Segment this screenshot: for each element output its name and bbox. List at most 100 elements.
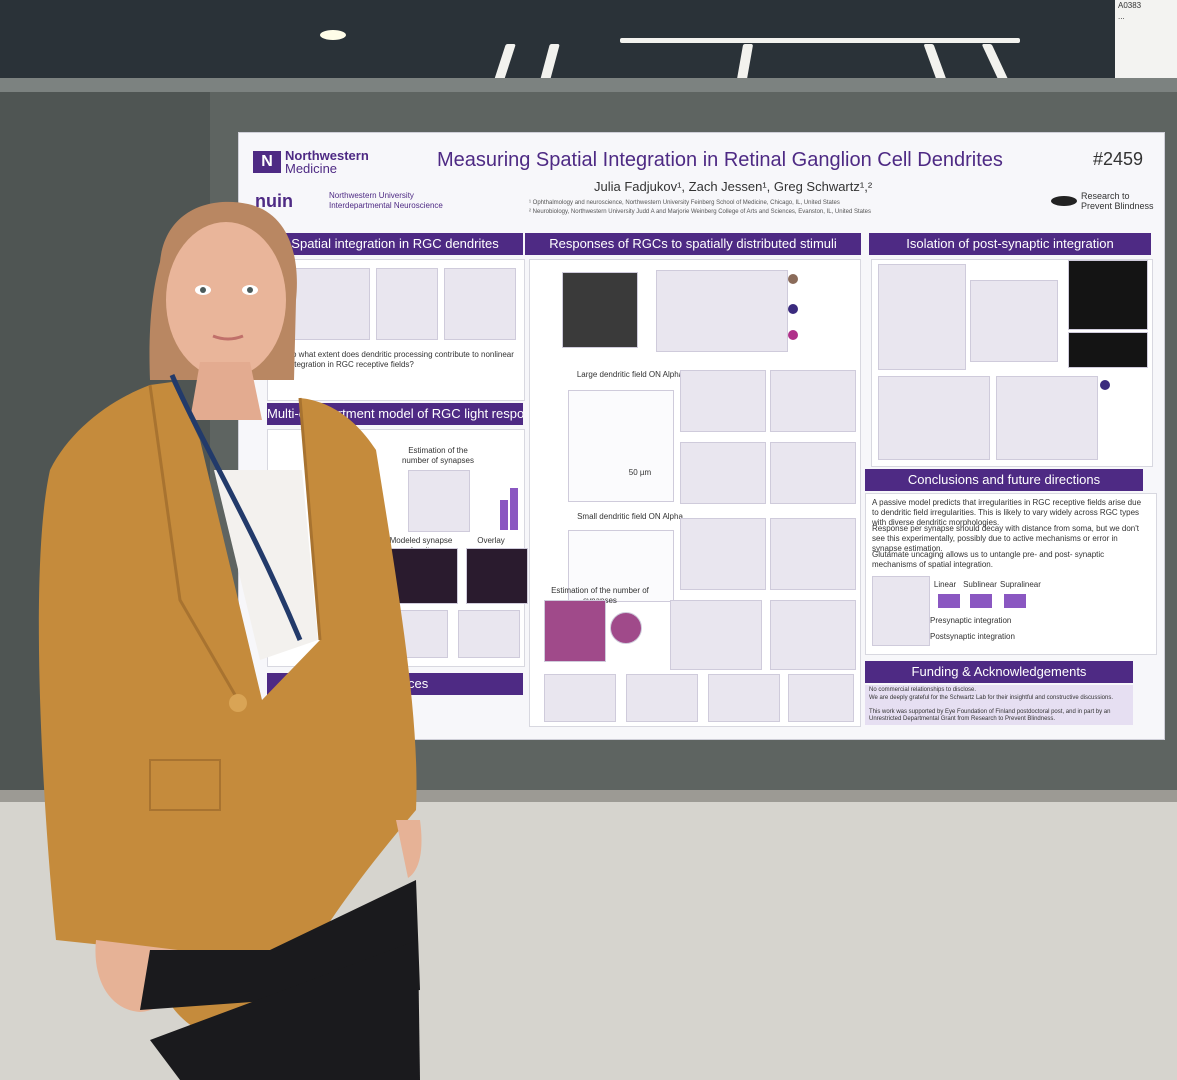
dendrite-diagram	[872, 576, 930, 646]
summary-bar	[938, 594, 960, 608]
booth-sign: A0383 ...	[1115, 0, 1177, 78]
scatter-figure	[444, 268, 516, 340]
response-vs-distance-plot-2	[770, 370, 856, 432]
sponsor-line1: Research to	[1081, 191, 1130, 201]
poster-authors: Julia Fadjukov¹, Zach Jessen¹, Greg Schw…	[594, 179, 873, 194]
affiliation-2: ² Neurobiology, Northwestern University …	[529, 209, 871, 215]
section-header-conclusions: Conclusions and future directions	[865, 469, 1143, 491]
uncaging-schematic	[878, 264, 966, 370]
uncaging-trace-plot	[878, 376, 990, 460]
isolation-panel	[871, 259, 1153, 467]
funding-line-3: This work was supported by Eye Foundatio…	[869, 709, 1111, 722]
synapse-voltage-plot	[770, 600, 856, 670]
nm-monogram-icon: N	[253, 151, 281, 173]
summary-scatter	[708, 674, 780, 722]
trace-grid-figure	[656, 270, 788, 352]
whole-cell-icon	[1100, 380, 1110, 390]
booth-number: A0383	[1118, 1, 1142, 10]
section-header-isolation: Isolation of post-synaptic integration	[869, 233, 1151, 255]
cell-attached-icon	[788, 274, 798, 284]
col-supralinear: Supralinear	[1000, 580, 1041, 589]
small-cell-morphology	[568, 530, 674, 602]
nuin-line1: Northwestern University	[329, 191, 414, 200]
funding-line-2: We are deeply grateful for the Schwartz …	[869, 695, 1114, 701]
col-sublinear: Sublinear	[963, 580, 997, 589]
decay-plot	[680, 442, 766, 504]
section-header-spatial: Spatial integration in RGC dendrites	[267, 233, 523, 255]
conclusion-3: Glutamate uncaging allows us to untangle…	[872, 550, 1105, 569]
booth-sign-text: ...	[1118, 12, 1125, 21]
jacket-button	[229, 694, 247, 712]
spatial-figure-panel: To what extent does dendritic processing…	[267, 259, 525, 401]
funding-panel: No commercial relationships to disclose.…	[865, 685, 1133, 725]
affiliation-1: ¹ Ophthalmology and neuroscience, Northw…	[529, 200, 840, 206]
overlay-label: Overlay	[477, 536, 505, 545]
glutamate-schematic	[970, 280, 1058, 362]
peak-response-plot	[996, 376, 1098, 460]
voltage-plot	[770, 442, 856, 504]
presenter-hand-right	[396, 820, 422, 878]
response-vs-distance-plot	[680, 370, 766, 432]
synapse-ring-figure	[544, 600, 606, 662]
presenter-pupil-left	[200, 287, 206, 293]
poster-number: #2459	[1093, 149, 1144, 169]
nuin-logo: nuin	[255, 191, 293, 211]
question-text: To what extent does dendritic processing…	[288, 350, 514, 369]
scale-label-large: 50 µm	[628, 468, 652, 477]
poster-header: N Northwestern Medicine nuin Northwestern …	[239, 133, 1164, 225]
summary-plot-1	[544, 674, 616, 722]
rpb-logo: Research to Prevent Blindness	[1051, 191, 1154, 211]
nuin-line2: Interdepartmental Neuroscience	[329, 201, 443, 210]
presenter-jacket	[38, 382, 417, 1048]
presenter-lanyard	[169, 374, 303, 641]
board-frame-top	[0, 78, 1177, 92]
affiliations: ¹ Ophthalmology and neuroscience, Northw…	[529, 199, 871, 217]
summary-bar	[1004, 594, 1026, 608]
summary-legend	[788, 674, 854, 722]
stimulus-grid-figure	[562, 272, 638, 348]
dendrite-fluorescence-image	[1068, 332, 1148, 368]
conclusion-2: Response per synapse should decay with d…	[872, 524, 1140, 553]
jacket-lapel-left	[148, 384, 240, 701]
section-header-responses: Responses of RGCs to spatially distribut…	[525, 233, 861, 255]
ceiling	[0, 0, 1177, 80]
jacket-pocket	[149, 759, 221, 811]
ceiling-spotlight	[320, 30, 346, 40]
synapse-ring-small	[610, 612, 642, 644]
section-header-funding: Funding & Acknowledgements	[865, 661, 1133, 683]
poster-title: Measuring Spatial Integration in Retinal…	[437, 149, 1003, 171]
conclusion-1: A passive model predicts that irregulari…	[872, 498, 1142, 527]
presenter-face	[166, 222, 286, 378]
voltage-clamp-icon	[788, 330, 798, 340]
conclusions-panel: A passive model predicts that irregulari…	[865, 493, 1157, 655]
current-clamp-icon	[788, 304, 798, 314]
dendrite-figure	[376, 268, 438, 340]
synapse-decay-plot	[670, 600, 762, 670]
nuin-subtitle: Northwestern University Interdepartmental…	[329, 191, 443, 211]
cell-fluorescence-image	[1068, 260, 1148, 330]
summary-plot-2	[626, 674, 698, 722]
sponsor-line2: Prevent Blindness	[1081, 201, 1154, 211]
overlay-heatmap-figure	[466, 548, 528, 604]
funding-line-1: No commercial relationships to disclose.	[869, 687, 977, 693]
summary-bar	[970, 594, 992, 608]
small-cell-plot	[680, 518, 766, 590]
syn-estimation-label: Estimation of the number of synapses	[401, 446, 475, 465]
ceiling-light	[620, 38, 1020, 43]
northwestern-medicine-logo: N Northwestern Medicine	[253, 149, 369, 175]
row-presynaptic: Presynaptic integration	[930, 616, 1012, 625]
eye-icon	[1051, 196, 1077, 206]
presenter-legs	[150, 940, 420, 1080]
logo-line1: Northwestern	[285, 148, 369, 163]
col-linear: Linear	[933, 580, 957, 589]
rgc-schematic-figure	[288, 268, 370, 340]
presenter-mouth	[212, 334, 244, 341]
presenter-neck	[190, 362, 262, 420]
logo-line2: Medicine	[285, 161, 338, 176]
small-cell-plot-2	[770, 518, 856, 590]
histogram-bar	[500, 500, 508, 530]
presenter-pupil-right	[247, 287, 253, 293]
large-cell-morphology	[568, 390, 674, 502]
syn-scatter-figure	[408, 470, 470, 532]
